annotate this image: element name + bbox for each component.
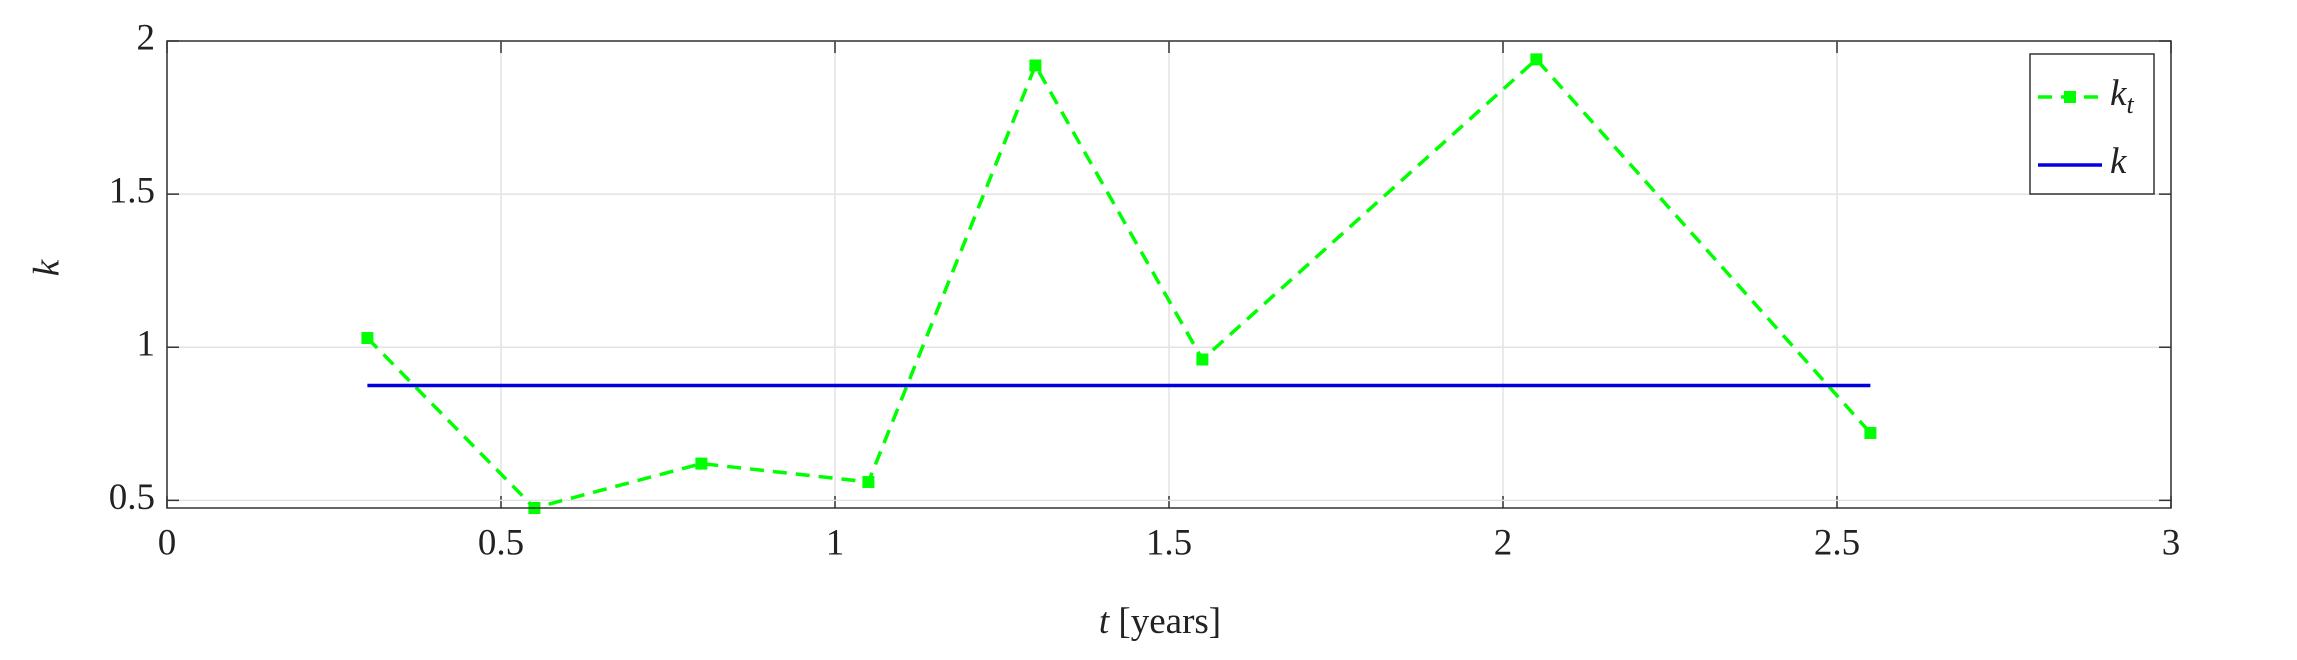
legend-subscript: t (2126, 90, 2134, 119)
marker (862, 475, 875, 488)
marker (1196, 353, 1209, 366)
axes-box (166, 40, 2172, 509)
x-tick-label: 2 (1494, 522, 1513, 563)
marker (1530, 53, 1543, 66)
x-tick-label: 1.5 (1146, 522, 1192, 563)
y-tick-label: 0.5 (109, 477, 155, 518)
y-tick-label: 2 (137, 17, 156, 58)
legend-marker (2064, 91, 2076, 103)
x-label-unit: [years] (1118, 601, 1221, 642)
x-tick-label: 3 (2162, 522, 2181, 563)
x-tick-label: 1 (826, 522, 845, 563)
y-axis-label: k (26, 259, 67, 276)
x-tick-label: 2.5 (1814, 522, 1860, 563)
legend-name: k (2110, 73, 2127, 114)
marker (695, 457, 708, 470)
marker (1864, 426, 1877, 439)
marker (1029, 59, 1042, 72)
legend-label: k (2110, 141, 2127, 182)
x-label-symbol: t (1099, 601, 1111, 642)
y-tick-label: 1.5 (109, 171, 155, 212)
legend-box (2029, 53, 2155, 195)
x-axis-label: t [years] (1099, 601, 1221, 642)
legend-label: kt (2110, 73, 2134, 118)
legend-name: k (2110, 141, 2127, 182)
y-tick-label: 1 (137, 324, 156, 365)
legend: ktk (2029, 53, 2155, 195)
x-tick-label: 0.5 (478, 522, 524, 563)
marker (361, 332, 374, 345)
x-tick-label: 0 (158, 522, 177, 563)
